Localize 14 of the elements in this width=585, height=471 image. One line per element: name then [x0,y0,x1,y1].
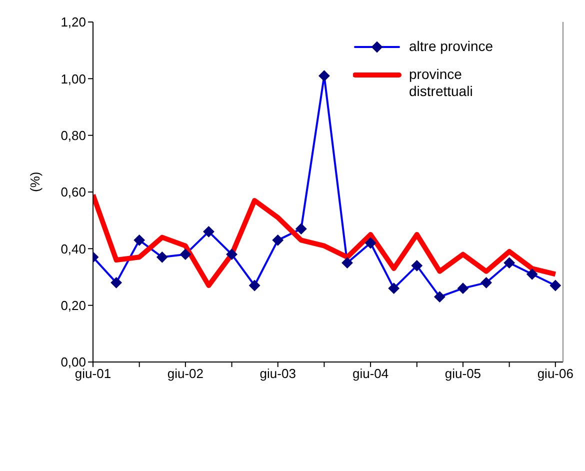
y-tick-label: 0,20 [60,298,86,313]
y-tick-label: 0,60 [60,184,86,200]
x-tick-label: giu-05 [444,366,482,382]
y-axis-title: (%) [28,172,43,192]
legend-label: province distrettuali [409,66,474,100]
legend-label: altre province [409,38,494,55]
y-tick-label: 0,80 [60,128,86,143]
y-tick-label: 0,40 [60,241,86,256]
x-tick-label: giu-03 [260,366,296,382]
x-tick-label: giu-04 [352,366,389,382]
x-tick-label: giu-06 [537,366,574,382]
y-tick-label: 1,20 [60,14,86,30]
x-tick-label: giu-02 [167,366,204,382]
y-tick-label: 1,00 [60,71,86,86]
